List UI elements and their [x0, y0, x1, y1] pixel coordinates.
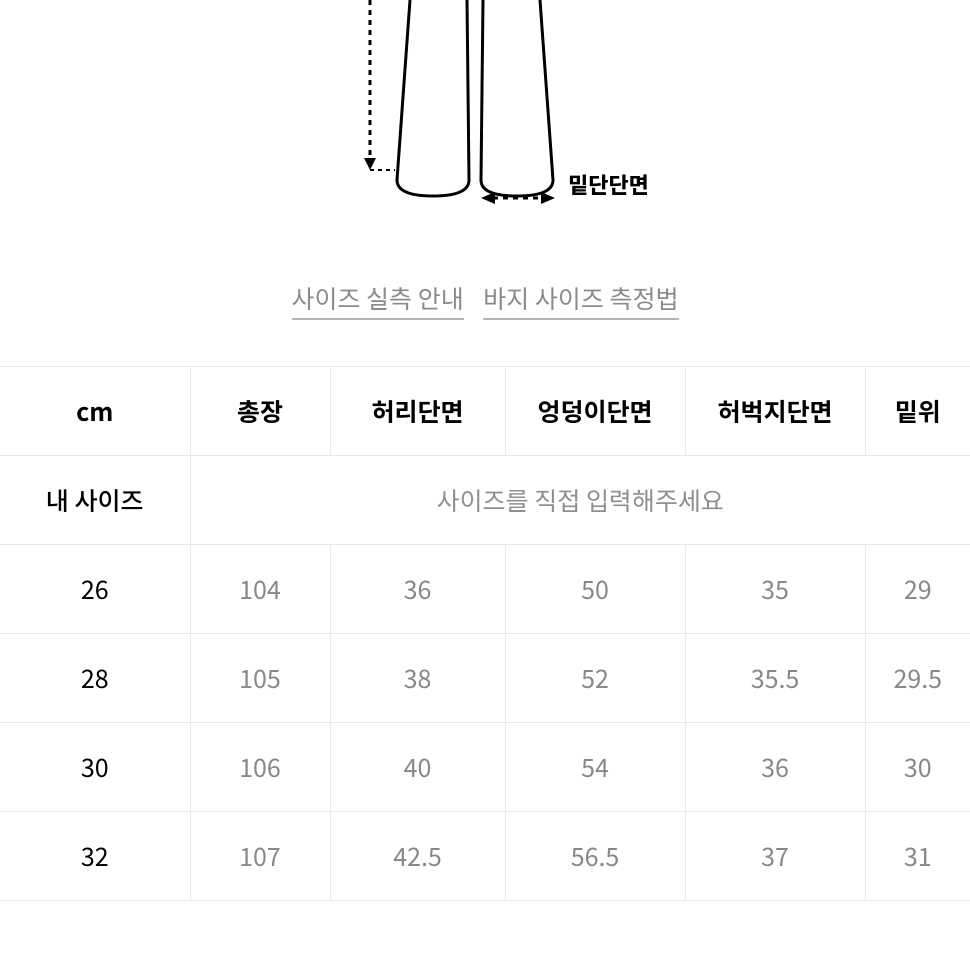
- data-cell: 36: [330, 545, 505, 634]
- data-cell: 50: [505, 545, 685, 634]
- data-cell: 31: [865, 812, 970, 901]
- size-label: 30: [0, 723, 190, 812]
- data-cell: 38: [330, 634, 505, 723]
- col-header: 허리단면: [330, 367, 505, 456]
- table-header-row: cm 총장 허리단면 엉덩이단면 허벅지단면 밑위: [0, 367, 970, 456]
- col-header: 총장: [190, 367, 330, 456]
- data-cell: 56.5: [505, 812, 685, 901]
- data-cell: 36: [685, 723, 865, 812]
- size-label: 26: [0, 545, 190, 634]
- data-cell: 52: [505, 634, 685, 723]
- size-label: 28: [0, 634, 190, 723]
- data-cell: 37: [685, 812, 865, 901]
- guide-links: 사이즈 실측 안내 바지 사이즈 측정법: [0, 280, 970, 316]
- data-cell: 105: [190, 634, 330, 723]
- pants-diagram: 밑단단면: [0, 0, 970, 260]
- data-cell: 29: [865, 545, 970, 634]
- table-row: 28 105 38 52 35.5 29.5: [0, 634, 970, 723]
- size-label: 32: [0, 812, 190, 901]
- data-cell: 29.5: [865, 634, 970, 723]
- table-row: 30 106 40 54 36 30: [0, 723, 970, 812]
- measure-guide-link[interactable]: 바지 사이즈 측정법: [483, 280, 678, 320]
- data-cell: 106: [190, 723, 330, 812]
- hem-label: 밑단단면: [568, 168, 649, 200]
- mysize-placeholder[interactable]: 사이즈를 직접 입력해주세요: [190, 456, 970, 545]
- mysize-label: 내 사이즈: [0, 456, 190, 545]
- data-cell: 30: [865, 723, 970, 812]
- col-header: 엉덩이단면: [505, 367, 685, 456]
- data-cell: 35.5: [685, 634, 865, 723]
- data-cell: 35: [685, 545, 865, 634]
- data-cell: 107: [190, 812, 330, 901]
- table-row: 32 107 42.5 56.5 37 31: [0, 812, 970, 901]
- table-row: 26 104 36 50 35 29: [0, 545, 970, 634]
- mysize-row[interactable]: 내 사이즈 사이즈를 직접 입력해주세요: [0, 456, 970, 545]
- unit-header: cm: [0, 367, 190, 456]
- data-cell: 40: [330, 723, 505, 812]
- col-header: 밑위: [865, 367, 970, 456]
- data-cell: 104: [190, 545, 330, 634]
- size-guide-link[interactable]: 사이즈 실측 안내: [292, 280, 464, 320]
- col-header: 허벅지단면: [685, 367, 865, 456]
- size-table: cm 총장 허리단면 엉덩이단면 허벅지단면 밑위 내 사이즈 사이즈를 직접 …: [0, 366, 970, 901]
- data-cell: 54: [505, 723, 685, 812]
- data-cell: 42.5: [330, 812, 505, 901]
